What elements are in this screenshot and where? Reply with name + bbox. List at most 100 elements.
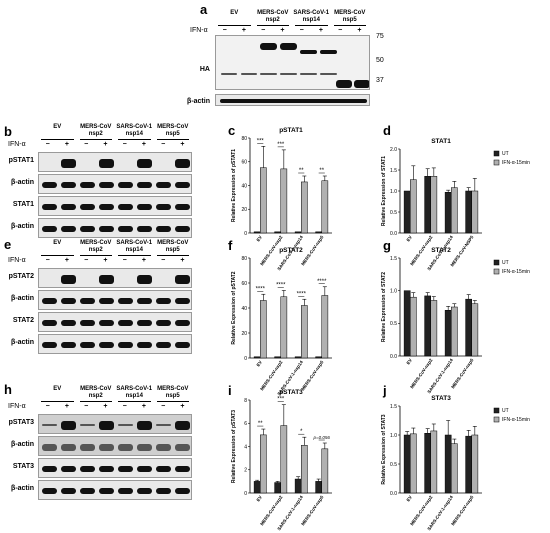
bar-ifn	[471, 190, 479, 234]
x-tick-label: EV	[256, 360, 264, 368]
bar-ifn	[280, 296, 288, 359]
bar-ut	[274, 356, 282, 359]
bar-ut	[294, 478, 302, 494]
group-header: SARS-CoV-1 nsp14	[116, 240, 153, 253]
chart-title: STAT2	[431, 247, 451, 254]
bar-ifn	[451, 443, 458, 494]
bar-ut	[253, 481, 261, 494]
bar-ifn	[451, 306, 458, 357]
chart-title: pSTAT1	[279, 127, 303, 134]
bar-ut	[274, 231, 282, 234]
ifn-minus: −	[338, 27, 343, 34]
ifn-plus: +	[103, 257, 108, 264]
bar-ifn	[430, 176, 438, 234]
bar-ifn	[280, 168, 288, 234]
y-tick-label: 1.5	[390, 168, 397, 174]
legend-label: IFN-α-15min	[502, 160, 530, 166]
bar-ut	[444, 434, 452, 494]
sig-label: ***	[277, 397, 285, 403]
group-header: SARS-CoV-1 nsp14	[116, 386, 153, 399]
legend-swatch	[493, 416, 500, 423]
ifn-plus: +	[64, 141, 69, 148]
group-header: MERS-CoV nsp2	[257, 10, 289, 23]
blot-row-label: pSTAT2	[8, 273, 34, 280]
bar-ut	[294, 231, 302, 234]
y-tick-label: 20	[241, 331, 247, 337]
bar-ifn	[430, 300, 438, 357]
x-tick-label: EV	[406, 495, 414, 503]
legend-swatch	[493, 259, 500, 266]
legend-swatch	[493, 268, 500, 275]
bar-ifn	[260, 300, 267, 359]
group-header: EV	[53, 386, 62, 392]
blot-row-label: β-actin	[11, 223, 34, 230]
blot-a-ha	[215, 35, 370, 90]
sig-label: ****	[297, 291, 307, 297]
bar-ut	[315, 481, 323, 494]
sig-label: ****	[256, 286, 266, 292]
sig-label: **	[258, 421, 263, 427]
group-header: EV	[230, 10, 239, 16]
group-header: MERS-CoV nsp5	[157, 386, 189, 399]
ifn-minus: −	[161, 141, 166, 148]
ifn-plus: +	[64, 403, 69, 410]
group-header: MERS-CoV nsp5	[334, 10, 366, 23]
bar-ifn	[260, 167, 267, 234]
y-tick-label: 1.5	[390, 256, 397, 262]
blot-strip	[38, 268, 192, 288]
bar-ut	[315, 231, 323, 234]
panel-label-g: g	[383, 238, 391, 253]
ifn-plus: +	[64, 257, 69, 264]
legend-label: UT	[502, 408, 509, 414]
y-tick-label: 0	[244, 491, 247, 497]
bar-ut	[253, 356, 261, 359]
ifn-plus: +	[141, 403, 146, 410]
blot-a-row-actin: β-actin	[187, 98, 210, 105]
panel-label-e: e	[4, 237, 12, 252]
bar-ifn	[301, 445, 308, 494]
panel-label-b: b	[4, 124, 12, 139]
sig-label: **	[299, 168, 304, 174]
x-tick-label: MERS-CoV-nsp5	[300, 234, 325, 266]
group-header: SARS-CoV-1 nsp14	[293, 10, 330, 23]
marker-75: 75	[376, 33, 384, 40]
ifn-minus: −	[45, 257, 50, 264]
ifn-plus: +	[241, 27, 246, 34]
bar-ifn	[430, 430, 438, 494]
group-header: MERS-CoV nsp2	[80, 386, 112, 399]
ifn-plus: +	[103, 403, 108, 410]
bar-ifn	[301, 305, 308, 359]
group-header: SARS-CoV-1 nsp14	[116, 124, 153, 137]
ifn-minus: −	[84, 403, 89, 410]
ifn-minus: −	[122, 403, 127, 410]
bar-ifn	[451, 187, 458, 234]
blot-a-actin	[215, 94, 370, 106]
x-tick-label: MERS-CoV-nsp5	[450, 357, 475, 389]
group-header: MERS-CoV nsp2	[80, 240, 112, 253]
sig-label: ****	[317, 279, 327, 285]
y-tick-label: 6	[244, 421, 247, 427]
group-header: MERS-CoV nsp2	[80, 124, 112, 137]
bar-ut	[403, 290, 411, 357]
bar-ut	[294, 356, 302, 359]
blot-strip	[38, 218, 192, 238]
bar-ut	[444, 310, 452, 357]
panel-label-a: a	[200, 2, 208, 17]
ifn-minus: −	[299, 27, 304, 34]
ifn-minus: −	[45, 141, 50, 148]
ifn-plus: +	[357, 27, 362, 34]
bar-ifn	[321, 180, 329, 234]
ifn-label: IFN-α	[8, 141, 26, 148]
blot-strip	[38, 458, 192, 478]
y-tick-label: 0	[244, 231, 247, 237]
bar-ut	[253, 231, 261, 234]
x-tick-label: EV	[406, 358, 414, 366]
sig-label: **	[319, 168, 324, 174]
ifn-minus: −	[45, 403, 50, 410]
blot-row-label: STAT3	[12, 463, 34, 470]
y-tick-label: 40	[241, 306, 247, 312]
y-tick-label: 0.5	[390, 462, 397, 468]
panel-label-d: d	[383, 123, 391, 138]
bar-ifn	[260, 434, 267, 494]
